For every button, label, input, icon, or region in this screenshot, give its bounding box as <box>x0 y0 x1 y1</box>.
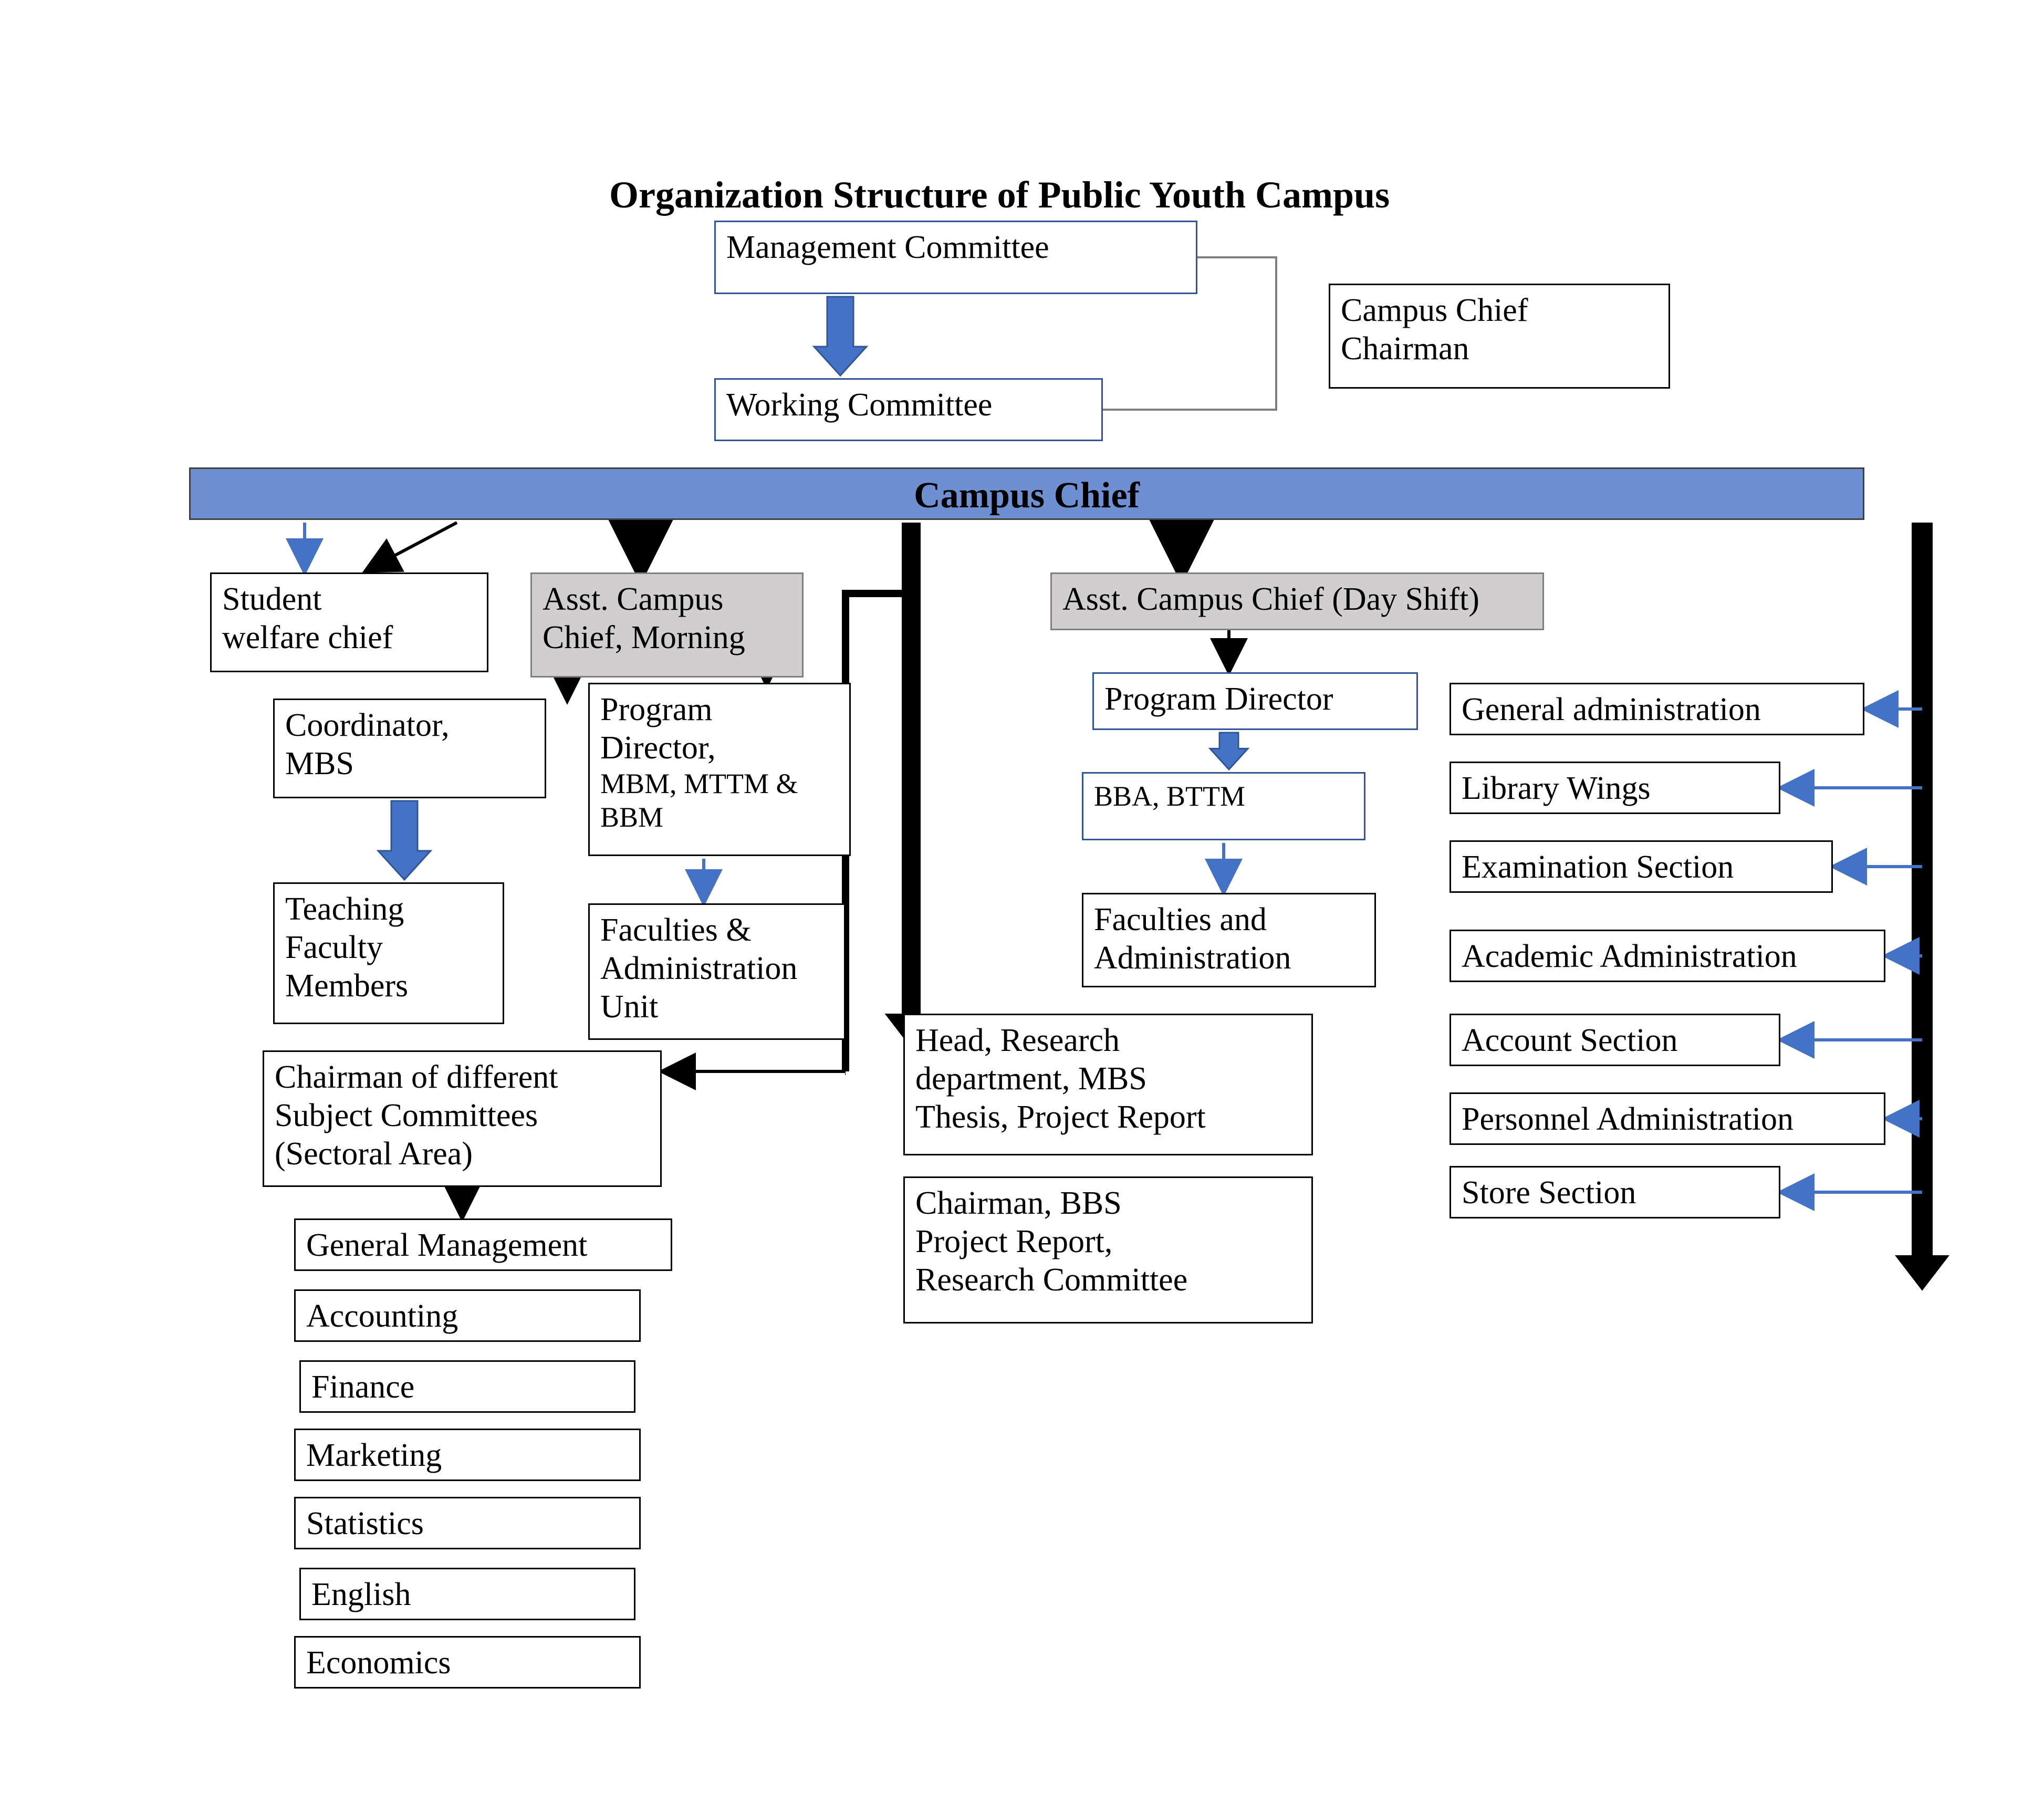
node-bba_bttm: BBA, BTTM <box>1082 772 1365 840</box>
node-exam: Examination Section <box>1449 840 1833 893</box>
node-english: English <box>299 1568 635 1620</box>
node-personnel: Personnel Administration <box>1449 1092 1885 1145</box>
node-prog_dir_d: Program Director <box>1092 672 1418 730</box>
node-gen_admin: General administration <box>1449 683 1864 735</box>
node-teach_fac: TeachingFacultyMembers <box>273 882 504 1024</box>
node-head_research: Head, Researchdepartment, MBSThesis, Pro… <box>903 1014 1313 1155</box>
node-marketing: Marketing <box>294 1429 641 1481</box>
node-prog_dir_m: ProgramDirector,MBM, MTTM &BBM <box>588 683 851 856</box>
node-finance: Finance <box>299 1360 635 1413</box>
org-chart-stage: Organization Structure of Public Youth C… <box>0 0 2044 1813</box>
node-asst_day: Asst. Campus Chief (Day Shift) <box>1050 572 1544 630</box>
node-acad_admin: Academic Administration <box>1449 930 1885 982</box>
node-gen_mgmt: General Management <box>294 1218 672 1271</box>
node-coord_mbs: Coordinator,MBS <box>273 699 546 798</box>
node-accounting: Accounting <box>294 1289 641 1342</box>
node-chair_bbs: Chairman, BBSProject Report,Research Com… <box>903 1176 1313 1324</box>
chart-title: Organization Structure of Public Youth C… <box>609 173 1390 217</box>
node-store: Store Section <box>1449 1166 1780 1218</box>
node-working: Working Committee <box>714 378 1103 441</box>
node-campus_chief: Campus Chief <box>189 467 1864 520</box>
node-campus_chief_ch: Campus ChiefChairman <box>1329 284 1670 389</box>
node-asst_morning: Asst. CampusChief, Morning <box>530 572 804 678</box>
node-statistics: Statistics <box>294 1497 641 1549</box>
node-economics: Economics <box>294 1636 641 1689</box>
node-fac_admin_m: Faculties &AdministrationUnit <box>588 903 846 1040</box>
node-library: Library Wings <box>1449 762 1780 814</box>
node-account: Account Section <box>1449 1014 1780 1066</box>
node-student_welfare: Studentwelfare chief <box>210 572 488 672</box>
node-chair_subj: Chairman of differentSubject Committees(… <box>263 1050 662 1187</box>
node-management: Management Committee <box>714 221 1197 294</box>
node-fac_admin_d: Faculties andAdministration <box>1082 893 1376 987</box>
